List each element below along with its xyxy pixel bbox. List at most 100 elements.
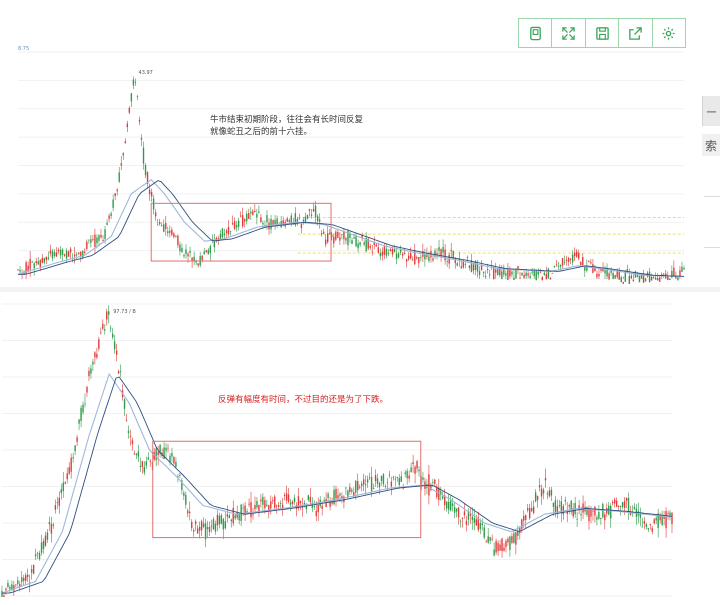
candle-body [266,504,268,507]
candle-body [298,218,301,220]
candle-body [104,229,106,239]
candle-body [224,521,227,529]
save-button[interactable] [586,19,620,47]
candle-body [539,271,541,273]
candle-body [26,574,29,577]
candle-body [313,506,315,508]
candle-body [48,522,51,525]
candle-body [115,350,118,355]
candle-body [84,403,86,405]
bookmark-button[interactable] [519,19,553,47]
candle-body [301,507,304,508]
candle-body [80,407,82,422]
candle-body [547,268,550,278]
candle-body [187,253,189,257]
candle-body [61,249,64,255]
candle-body [310,214,313,216]
candle-body [582,503,584,513]
candle-body [551,272,554,274]
candle-body [141,461,144,467]
candle-body [633,507,636,510]
candle-body [586,265,588,271]
candle-body [205,250,207,253]
candle-body [501,538,503,552]
candle-body [675,276,677,279]
candle-body [70,457,72,472]
candle-body [569,259,572,260]
annotation-text: 就像蛇丑之后的前十六挂。 [210,126,312,137]
candle-body [361,235,363,238]
candle-body [465,520,468,525]
fullscreen-button[interactable] [552,19,586,47]
candle-body [335,231,337,240]
candle-body [608,273,610,280]
candle-body [428,256,430,261]
candle-body [555,264,558,266]
candle-body [148,189,151,195]
candle-body [523,515,525,521]
candle-body [399,249,402,253]
candle-body [130,93,133,102]
candle-body [167,231,169,234]
candle-body [244,505,246,515]
candle-body [606,268,608,277]
candle-body [515,532,517,545]
candle-body [47,257,50,260]
candle-body [213,240,216,248]
candle-body [436,253,438,256]
candle-body [49,250,52,254]
candle-body [305,504,308,509]
candle-body [331,501,333,504]
candle-body [640,274,643,279]
candle-body [202,523,205,527]
candle-body [534,492,537,502]
candle-body [630,275,633,279]
candle-body [451,503,454,506]
candle-body [333,489,335,505]
candle-body [532,506,535,514]
candle-body [232,507,234,524]
candle-body [120,163,122,166]
candle-body [320,233,323,235]
candle-body [331,234,333,237]
candle-body [442,246,444,253]
candle-body [29,258,31,270]
candle-body [493,267,495,280]
candle-body [426,484,428,488]
annotation-text: 反弹有幅度有时间，不过目的还是为了下跌。 [218,394,388,405]
candle-body [204,523,207,540]
candle-body [35,261,37,264]
candle-body [554,500,557,513]
side-collapse-tab[interactable]: 一 [702,96,720,126]
candle-body [208,526,211,532]
chart-toolbar [518,18,686,48]
candle-body [287,494,290,502]
candle-body [663,516,665,519]
candle-body [596,517,598,520]
candle-body [321,505,323,509]
candle-body [341,234,343,235]
candle-body [44,535,47,546]
candle-body [644,278,647,282]
candle-body [541,277,543,281]
candle-body [40,542,43,553]
candle-body [90,239,92,243]
side-search-label[interactable]: 索 [702,134,720,156]
candle-body [167,447,169,449]
expand-icon [562,26,575,40]
candle-body [258,504,260,511]
settings-button[interactable] [653,19,685,47]
candle-body [364,484,367,486]
candle-body [139,465,142,467]
candle-body [570,500,572,510]
candle-body [402,488,404,490]
candle-body [43,258,46,263]
candle-body [414,249,416,265]
share-button[interactable] [619,19,653,47]
candle-body [499,544,501,551]
candle-body [46,532,49,540]
candle-body [286,218,288,222]
candle-body [235,225,238,228]
candle-body [52,524,55,526]
candle-body [216,514,219,526]
